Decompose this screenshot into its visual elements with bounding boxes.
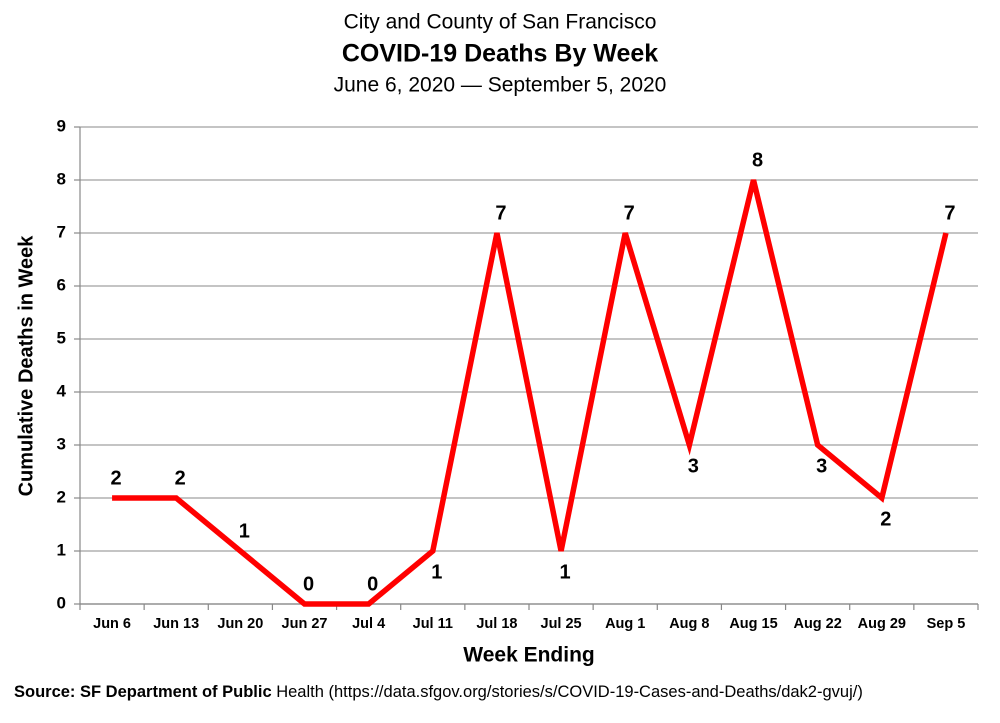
chart-supertitle: City and County of San Francisco bbox=[344, 11, 657, 34]
source-text: Health (https://data.sfgov.org/stories/s… bbox=[276, 683, 863, 701]
data-line bbox=[112, 179, 949, 607]
y-tick-label: 6 bbox=[57, 275, 66, 294]
data-label: 2 bbox=[880, 508, 891, 530]
data-label: 0 bbox=[303, 573, 314, 595]
source-note: Source: SF Department of Public Health (… bbox=[14, 683, 863, 701]
data-label: 1 bbox=[239, 520, 250, 542]
y-tick-label: 7 bbox=[57, 222, 66, 241]
x-tick-label: Jul 4 bbox=[352, 616, 385, 632]
data-label: 3 bbox=[816, 455, 827, 477]
chart-title: COVID-19 Deaths By Week bbox=[342, 40, 658, 68]
y-tick-label: 9 bbox=[57, 116, 66, 135]
x-axis-title: Week Ending bbox=[463, 644, 594, 667]
y-tick-label: 2 bbox=[57, 487, 66, 506]
data-label: 1 bbox=[431, 561, 442, 583]
data-label: 8 bbox=[752, 149, 763, 171]
chart-subtitle: June 6, 2020 — September 5, 2020 bbox=[334, 74, 667, 97]
x-tick-label: Jun 27 bbox=[282, 616, 328, 632]
y-tick-label: 8 bbox=[57, 169, 66, 188]
y-tick-label: 5 bbox=[57, 328, 66, 347]
x-tick-label: Aug 15 bbox=[729, 616, 777, 632]
x-tick-label: Aug 8 bbox=[669, 616, 709, 632]
x-tick-label: Sep 5 bbox=[927, 616, 966, 632]
data-label: 0 bbox=[367, 573, 378, 595]
data-label: 1 bbox=[560, 561, 571, 583]
source-label: Source: SF Department of Public bbox=[14, 683, 272, 701]
data-label: 2 bbox=[175, 467, 186, 489]
x-tick-label: Jun 6 bbox=[93, 616, 131, 632]
data-label: 3 bbox=[688, 455, 699, 477]
data-label: 7 bbox=[944, 202, 955, 224]
y-tick-label: 4 bbox=[57, 381, 67, 400]
x-tick-label: Jul 11 bbox=[413, 616, 453, 632]
data-label: 2 bbox=[111, 467, 122, 489]
x-tick-label: Jun 20 bbox=[217, 616, 263, 632]
x-tick-label: Aug 22 bbox=[793, 616, 841, 632]
x-tick-label: Jun 13 bbox=[153, 616, 199, 632]
x-tick-label: Aug 29 bbox=[858, 616, 906, 632]
data-label: 7 bbox=[624, 202, 635, 224]
y-tick-label: 3 bbox=[57, 434, 66, 453]
y-tick-label: 0 bbox=[57, 593, 66, 612]
y-axis-title: Cumulative Deaths in Week bbox=[15, 235, 37, 497]
x-tick-label: Jul 18 bbox=[476, 616, 517, 632]
data-label: 7 bbox=[495, 202, 506, 224]
x-tick-label: Jul 25 bbox=[541, 616, 582, 632]
y-tick-label: 1 bbox=[57, 540, 66, 559]
x-tick-label: Aug 1 bbox=[605, 616, 645, 632]
